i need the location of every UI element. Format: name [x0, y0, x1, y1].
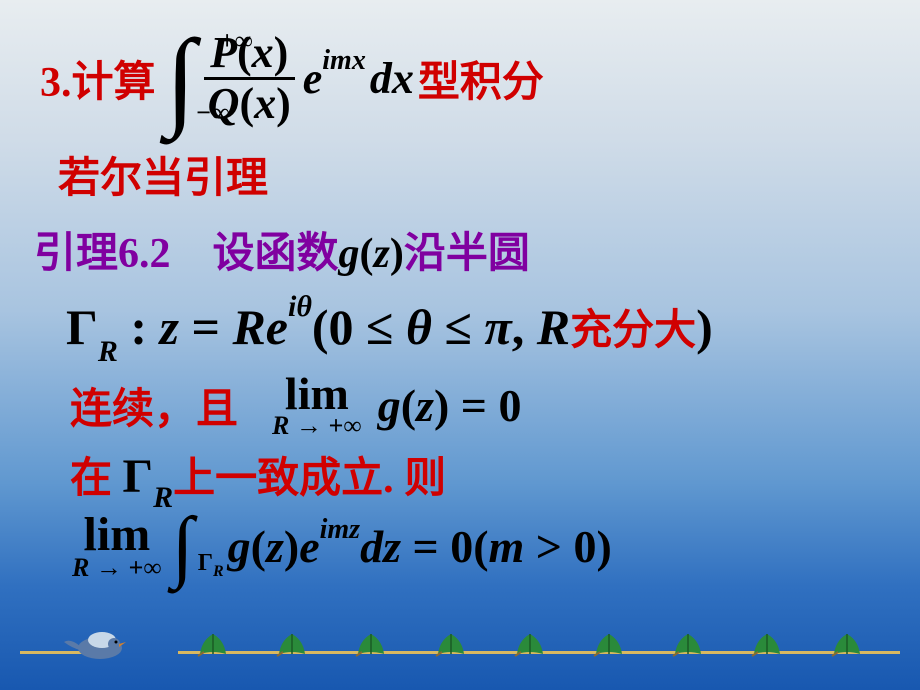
z-var: z — [159, 299, 178, 355]
paren: ( — [251, 521, 266, 572]
lim-text: lim — [285, 373, 349, 414]
lim-text: lim — [84, 513, 151, 556]
lim-sub: R → +∞ — [72, 556, 162, 579]
gt-0: > 0) — [524, 521, 612, 572]
integral-sign: ∫ — [166, 34, 196, 122]
frac-den: Q(x) — [204, 80, 295, 126]
comma: , — [512, 299, 537, 355]
title-suffix: 型积分 — [418, 48, 544, 109]
paren: ( — [360, 231, 374, 277]
open: (0 ≤ — [312, 299, 406, 355]
text-suf: 沿半圆 — [404, 231, 530, 277]
suf-text: 充分大 — [570, 308, 696, 354]
gamma: Γ — [198, 550, 213, 576]
lemma-text: 设函数g(z)沿半圆 — [213, 219, 530, 280]
eq-0: = 0 — [449, 380, 521, 431]
slide: 3.计算 ∫ +∞ −∞ P(x) Q(x) eimx dx 型积分 若尔当引理… — [0, 0, 920, 690]
m-var: m — [489, 521, 525, 572]
pi: π — [484, 299, 511, 355]
e-var: e — [303, 54, 323, 103]
paren: ( — [239, 79, 254, 128]
paren: ) — [434, 380, 449, 431]
leaf-icon — [196, 630, 230, 658]
paren: ) — [276, 79, 291, 128]
close: ) — [696, 299, 713, 355]
lemma-62-line: 引理6.2 设函数g(z)沿半圆 — [34, 219, 890, 280]
lim-block: lim R → +∞ — [272, 373, 362, 438]
imx-exp: imx — [322, 45, 366, 76]
integral-2: ∫ ΓR — [168, 514, 194, 578]
paren: ( — [237, 28, 252, 77]
leaf-icon — [513, 630, 547, 658]
leaf-icon — [830, 630, 864, 658]
uniform-line: 在 ΓR上一致成立. 则 — [70, 444, 890, 509]
leaf-icon — [750, 630, 784, 658]
leaf-icon — [592, 630, 626, 658]
e-imx: eimx — [303, 53, 366, 104]
gamma-r-def: ΓR : z = Reiθ(0 ≤ θ ≤ π, R充分大) — [66, 296, 890, 363]
frac-num: P(x) — [206, 31, 292, 77]
leaf-icon — [671, 630, 705, 658]
lim-sub: R → +∞ — [272, 414, 362, 437]
int-lower-2: ΓR — [198, 550, 224, 581]
gamma-sym: Γ — [123, 450, 154, 503]
lemma-label: 引理6.2 — [34, 219, 171, 280]
q-var: Q — [208, 79, 240, 128]
x-var: x — [252, 28, 274, 77]
jordan-lemma-label: 若尔当引理 — [58, 144, 890, 205]
z-var: z — [416, 380, 434, 431]
gamma-sym: Γ — [66, 299, 98, 355]
integrand: g(z)eimzdz = 0(m > 0) — [228, 520, 612, 573]
re-var: Re — [232, 299, 288, 355]
r-var: R — [537, 299, 570, 355]
lim-block-2: lim R → +∞ — [72, 513, 162, 580]
eq-0: = 0( — [401, 521, 489, 572]
eq: = — [179, 299, 233, 355]
conclusion-formula: lim R → +∞ ∫ ΓR g(z)eimzdz = 0(m > 0) — [66, 513, 890, 580]
itheta-exp: iθ — [288, 290, 312, 323]
mid: ≤ — [432, 299, 484, 355]
leaf-icon — [275, 630, 309, 658]
g-var: g — [339, 231, 360, 277]
paren: ) — [390, 231, 404, 277]
r-sub: R — [213, 562, 224, 579]
z-var: z — [374, 231, 390, 277]
text-b: 上一致成立. 则 — [173, 456, 446, 502]
continuous-line: 连续，且 lim R → +∞ g(z) = 0 — [70, 373, 890, 438]
bird-icon — [62, 620, 132, 664]
paren: ( — [401, 380, 416, 431]
leaf-icon — [354, 630, 388, 658]
text-a: 在 — [70, 456, 123, 502]
x-var: x — [254, 79, 276, 128]
integral-block: ∫ +∞ −∞ — [166, 34, 196, 122]
gz-eq-0: g(z) = 0 — [378, 379, 522, 432]
imz-exp: imz — [320, 514, 360, 545]
r-sub: R — [98, 335, 118, 368]
text-pre: 设函数 — [213, 231, 339, 277]
dz: dz — [360, 521, 401, 572]
paren: ) — [284, 521, 299, 572]
title-line: 3.计算 ∫ +∞ −∞ P(x) Q(x) eimx dx 型积分 — [40, 18, 890, 138]
theta: θ — [406, 299, 432, 355]
paren: ) — [274, 28, 289, 77]
integral-sign: ∫ — [172, 502, 194, 590]
g-var: g — [378, 380, 401, 431]
r-sub: R — [153, 481, 173, 514]
continuous-text: 连续，且 — [70, 375, 238, 436]
z-var: z — [266, 521, 284, 572]
colon: : — [118, 299, 160, 355]
p-var: P — [210, 28, 237, 77]
leaf-icon — [434, 630, 468, 658]
dx: dx — [370, 53, 414, 104]
title-prefix: 3.计算 — [40, 48, 156, 109]
fraction: P(x) Q(x) — [204, 31, 295, 126]
range: (0 ≤ θ ≤ π, R充分大) — [312, 299, 713, 355]
e-var: e — [299, 521, 319, 572]
g-var: g — [228, 521, 251, 572]
decorative-border — [20, 651, 900, 654]
jordan-text: 若尔当引理 — [58, 156, 268, 202]
